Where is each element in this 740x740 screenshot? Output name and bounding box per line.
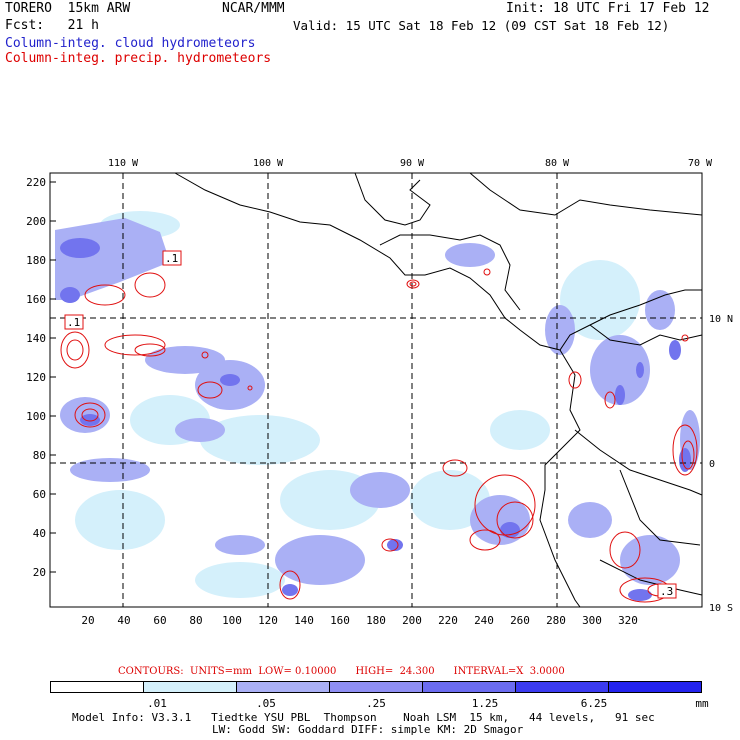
legend-precip: Column-integ. precip. hydrometeors [5,51,272,66]
y-label: 100 [26,410,46,423]
y-axis-labels: 220 200 180 160 140 120 100 80 60 40 20 [26,176,46,579]
valid-time: Valid: 15 UTC Sat 18 Feb 12 (09 CST Sat … [293,18,670,33]
x-label: 60 [153,614,166,627]
legend-cloud: Column-integ. cloud hydrometeors [5,36,256,51]
y-label: 80 [33,449,46,462]
colorbar-label: .05 [256,697,276,710]
precip-contours [60,268,698,603]
colorbar-segment [516,682,609,692]
colorbar-label: .01 [147,697,167,710]
model-info-line-2: LW: Godd SW: Goddard DIFF: simple KM: 2D… [212,723,524,736]
org-label: NCAR/MMM [222,1,285,16]
x-label: 40 [117,614,130,627]
x-label: 320 [618,614,638,627]
x-label: 120 [258,614,278,627]
colorbar-segment [237,682,330,692]
y-label: 140 [26,332,46,345]
latitude-labels: 10 N 0 10 S [709,314,733,614]
contour-label-boxes: .1 .1 .3 [64,250,677,599]
colorbar-segment [609,682,701,692]
coastlines [174,172,703,608]
x-label: 200 [402,614,422,627]
y-label: 20 [33,566,46,579]
lat-label: 10 N [709,314,733,325]
forecast-hour: Fcst: 21 h [5,18,99,33]
x-axis-labels: 20 40 60 80 100 120 140 160 180 200 220 … [81,614,638,627]
x-label: 100 [222,614,242,627]
colorbar-segment [330,682,423,692]
colorbar [50,681,702,693]
x-label: 260 [510,614,530,627]
x-label: 80 [189,614,202,627]
lon-label: 110 W [108,158,139,169]
x-label: 180 [366,614,386,627]
y-label: 180 [26,254,46,267]
y-label: 120 [26,371,46,384]
colorbar-label: 1.25 [471,697,499,710]
colorbar-segment [423,682,516,692]
contours-info: CONTOURS: UNITS=mm LOW= 0.10000 HIGH= 24… [118,666,565,677]
model-info-line-1: Model Info: V3.3.1 Tiedtke YSU PBL Thomp… [72,711,655,724]
x-label: 300 [582,614,602,627]
lon-label: 100 W [253,158,284,169]
colorbar-segment [51,682,144,692]
lon-label: 80 W [545,158,570,169]
y-label: 40 [33,527,46,540]
y-label: 60 [33,488,46,501]
lat-label: 0 [709,459,715,470]
x-label: 160 [330,614,350,627]
lon-label: 90 W [400,158,425,169]
longitude-labels: 110 W 100 W 90 W 80 W 70 W [108,158,713,169]
x-label: 140 [294,614,314,627]
colorbar-label: 6.25 [580,697,608,710]
x-label: 280 [546,614,566,627]
colorbar-unit: mm [695,697,709,710]
init-time: Init: 18 UTC Fri 17 Feb 12 [506,1,710,16]
y-label: 200 [26,215,46,228]
x-label: 20 [81,614,94,627]
cloud-shading [55,211,700,601]
model-title: TORERO 15km ARW [5,1,131,16]
axis-ticks [50,181,56,573]
y-label: 160 [26,293,46,306]
colorbar-label: .25 [366,697,386,710]
lon-label: 70 W [688,158,713,169]
colorbar-segment [144,682,237,692]
x-label: 220 [438,614,458,627]
lat-lon-grid [50,173,702,607]
contour-label: .1 [67,316,80,329]
y-label: 220 [26,176,46,189]
lat-label: 10 S [709,603,733,614]
x-label: 240 [474,614,494,627]
contour-label: .1 [165,252,178,265]
contour-label: .3 [660,585,673,598]
